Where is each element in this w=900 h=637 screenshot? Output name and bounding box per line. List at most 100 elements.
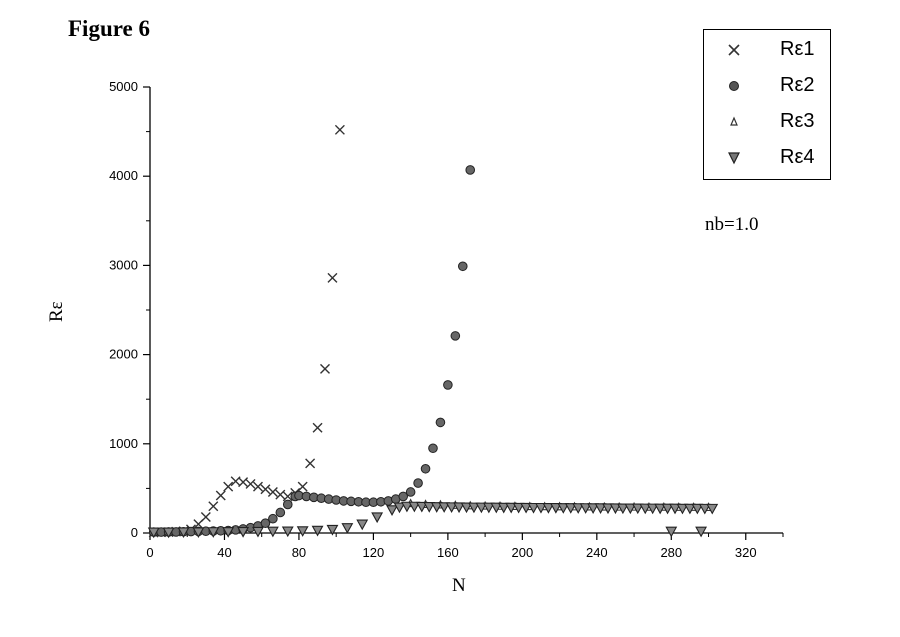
point-triangle-down-marker [594,503,607,514]
point-triangle-down-marker [572,503,585,514]
point-x-marker [282,491,293,502]
x-marker-icon [728,44,740,56]
point-dot-marker [428,443,438,454]
legend-item-re1: Rε1 [704,36,830,66]
point-triangle-down-marker [654,503,667,515]
point-triangle-down-marker [631,503,644,515]
point-triangle-down-marker [609,503,622,515]
legend: Rε1 Rε2 Rε3 Rε4 [703,29,831,180]
point-triangle-down-marker [356,519,369,531]
point-dot-marker [443,380,453,390]
point-triangle-down-marker [512,502,525,514]
point-triangle-down-marker [535,502,547,514]
point-dot-marker [260,518,271,528]
y-tick-label: 3000 [109,257,138,272]
point-x-marker [305,458,316,469]
point-triangle-down-marker [695,526,708,538]
x-tick-label: 280 [660,545,682,560]
point-triangle-down-marker [698,503,711,515]
point-triangle-down-marker [639,503,652,515]
x-tick-label: 80 [292,545,306,560]
point-triangle-down-marker [430,502,443,513]
point-triangle-down-marker [482,502,495,514]
point-triangle-down-marker [475,502,488,514]
point-triangle-down-marker [453,502,465,514]
point-triangle-down-marker [177,527,190,539]
triangle-down-marker-icon [728,152,740,165]
point-triangle-down-marker [683,503,696,515]
point-triangle-down-marker [371,512,384,524]
point-x-marker [327,272,338,283]
point-triangle-down-marker [505,502,518,514]
point-triangle-down-marker [616,503,629,515]
point-dot-marker [435,417,446,428]
point-triangle-down-marker [579,503,592,514]
point-triangle-down-marker [445,502,458,513]
point-x-marker [200,511,211,522]
point-x-marker [320,363,331,374]
y-tick-label: 0 [131,525,138,540]
point-triangle-down-marker [415,501,428,513]
point-dot-marker [420,463,431,474]
point-x-marker [238,477,249,488]
point-x-marker [334,124,345,135]
point-triangle-down-marker [147,527,160,539]
point-triangle-down-marker [665,526,678,538]
point-triangle-down-marker [520,502,533,514]
dot-marker-icon [729,81,739,91]
legend-label-re4: Rε4 [780,146,815,168]
point-triangle-down-marker [296,526,309,537]
point-triangle-down-marker [252,526,264,538]
point-dot-marker [450,331,461,341]
point-triangle-down-marker [192,527,205,539]
point-triangle-down-marker [706,503,719,515]
point-triangle-down-marker [676,503,689,515]
point-triangle-down-marker [408,501,421,513]
point-dot-marker [398,491,409,502]
x-tick-label: 240 [586,545,608,560]
point-triangle-down-marker [497,502,510,514]
point-triangle-down-marker [646,503,659,515]
point-triangle-down-marker [624,503,637,515]
point-triangle-down-marker [602,503,614,515]
point-triangle-down-marker [549,503,562,514]
x-tick-label: 40 [217,545,231,560]
point-triangle-down-marker [527,502,540,514]
point-triangle-down-marker [557,503,570,514]
x-tick-label: 160 [437,545,459,560]
point-x-marker [260,484,271,495]
x-tick-label: 320 [735,545,757,560]
point-x-marker [208,501,219,512]
legend-item-re2: Rε2 [704,72,830,102]
point-triangle-down-marker [423,502,436,513]
y-tick-label: 4000 [109,168,138,183]
point-dot-marker [275,507,286,518]
point-triangle-down-marker [162,527,175,539]
y-tick-label: 1000 [109,436,138,451]
point-triangle-down-marker [386,505,398,516]
point-triangle-down-marker [691,503,704,515]
point-triangle-down-marker [311,525,324,537]
point-dot-marker [413,478,423,488]
point-x-marker [275,489,286,500]
legend-label-re2: Rε2 [780,74,815,96]
y-tick-label: 2000 [109,347,138,362]
point-triangle-down-marker [564,503,577,514]
point-dot-marker [457,261,468,272]
point-dot-marker [282,499,293,510]
point-x-marker [252,481,263,492]
point-triangle-down-marker [542,503,555,514]
point-x-marker [223,481,234,492]
point-triangle-down-marker [393,502,406,514]
point-triangle-down-marker [207,527,220,538]
x-tick-label: 0 [146,545,153,560]
legend-label-re1: Rε1 [780,38,815,60]
point-dot-marker [465,165,476,175]
annotation-label: nb=1.0 [705,214,759,235]
point-dot-marker [268,513,278,524]
chart-title: Figure 6 [68,16,150,41]
point-triangle-down-marker [281,526,294,538]
legend-item-re4: Rε4 [704,144,830,174]
x-axis-label: N [452,575,466,596]
